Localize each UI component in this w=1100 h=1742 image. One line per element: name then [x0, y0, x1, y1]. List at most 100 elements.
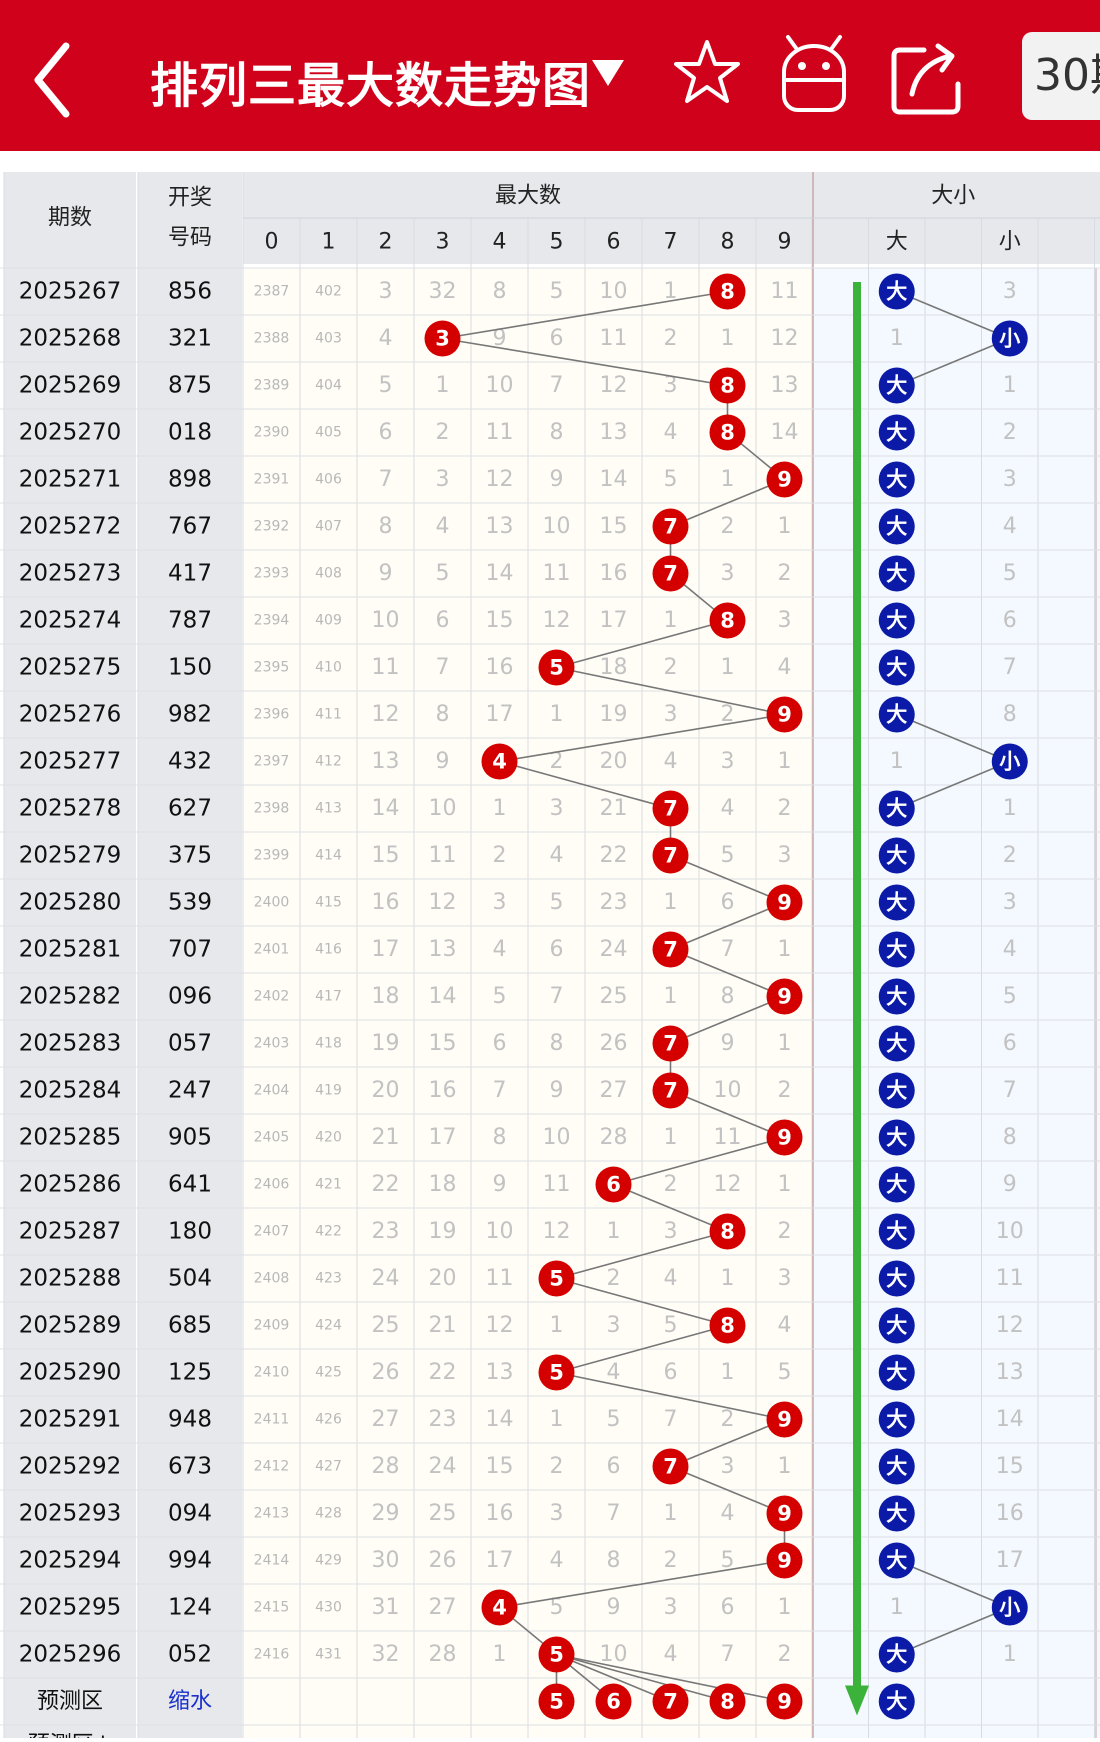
miss-count-cell: 6 — [379, 420, 393, 445]
digit-header-8: 8 — [721, 230, 735, 255]
miss-count-cell: 21 — [600, 796, 628, 821]
max-digit-ball-circle — [652, 555, 689, 592]
issue-column-bg — [4, 172, 136, 1738]
digit-header-5: 5 — [550, 230, 564, 255]
miss-count-cell: 1 — [550, 1313, 564, 1338]
miss-count-cell: 9 — [550, 467, 564, 492]
max-digit-ball: 5 — [549, 1267, 564, 1291]
miss-count-cell: 1 — [493, 1642, 507, 1667]
miss-count-cell: 426 — [315, 1412, 342, 1428]
size-ball-circle — [991, 320, 1028, 357]
miss-count-cell: 3 — [436, 467, 450, 492]
number-cell: 321 — [168, 326, 212, 352]
miss-count-cell: 1 — [721, 467, 735, 492]
period-select-button[interactable]: 30期 — [1022, 32, 1100, 120]
miss-count-cell: 3 — [778, 608, 792, 633]
number-cell: 905 — [168, 1125, 212, 1151]
size-ball-circle — [878, 461, 915, 498]
number-cell: 948 — [168, 1407, 212, 1433]
miss-count-cell: 12 — [771, 326, 799, 351]
size-ball: 大 — [886, 891, 907, 915]
max-digit-ball: 9 — [777, 1549, 792, 1573]
miss-count-cell: 29 — [372, 1501, 400, 1526]
trend-line — [442, 290, 728, 340]
miss-count-cell: 1 — [721, 1360, 735, 1385]
issue-cell: 2025296 — [19, 1642, 121, 1668]
miss-count-cell: 411 — [315, 707, 342, 723]
miss-count-cell: 4 — [550, 843, 564, 868]
miss-count-cell: 10 — [429, 796, 457, 821]
miss-count-cell: 7 — [436, 655, 450, 680]
miss-count-cell: 2400 — [254, 895, 290, 911]
miss-count-cell: 11 — [543, 1172, 571, 1197]
miss-count-cell: 25 — [429, 1501, 457, 1526]
number-cell: 504 — [168, 1266, 212, 1292]
size-ball-circle — [878, 931, 915, 968]
trend-line — [556, 1371, 785, 1421]
size-miss-count-cell: 11 — [996, 1266, 1024, 1291]
miss-count-cell: 418 — [315, 1036, 342, 1052]
page-title[interactable]: 排列三最大数走势图 — [150, 58, 592, 114]
issue-cell: 2025278 — [19, 796, 121, 822]
max-digit-ball-circle — [766, 978, 803, 1015]
miss-count-cell: 5 — [721, 1548, 735, 1573]
max-digit-ball-circle — [709, 1213, 746, 1250]
size-ball-circle — [878, 884, 915, 921]
size-trend-line — [896, 713, 1011, 763]
max-digit-ball-circle — [652, 837, 689, 874]
miss-count-cell: 17 — [600, 608, 628, 633]
shrink-button[interactable]: 缩水 — [168, 1689, 212, 1714]
size-ball-circle — [991, 1589, 1028, 1626]
miss-count-cell: 2 — [778, 1642, 792, 1667]
issue-cell: 2025284 — [19, 1078, 121, 1104]
miss-count-cell: 2394 — [254, 613, 290, 629]
miss-count-cell: 19 — [600, 702, 628, 727]
robot-icon[interactable] — [778, 34, 850, 116]
number-cell: 767 — [168, 514, 212, 540]
number-cell: 685 — [168, 1313, 212, 1339]
share-icon[interactable] — [890, 40, 966, 116]
miss-count-cell: 3 — [721, 1454, 735, 1479]
miss-count-cell: 8 — [550, 420, 564, 445]
size-trend-line — [896, 1606, 1011, 1656]
issue-cell: 2025289 — [19, 1313, 121, 1339]
miss-count-cell: 32 — [372, 1642, 400, 1667]
miss-count-cell: 2 — [721, 702, 735, 727]
miss-count-cell: 14 — [771, 420, 799, 445]
miss-count-cell: 8 — [607, 1548, 621, 1573]
miss-count-cell: 4 — [778, 655, 792, 680]
miss-count-cell: 2405 — [254, 1130, 290, 1146]
number-cell: 856 — [168, 279, 212, 305]
miss-count-cell: 1 — [664, 608, 678, 633]
miss-count-cell: 3 — [664, 1219, 678, 1244]
max-digit-ball-circle — [595, 1166, 632, 1203]
back-icon[interactable] — [30, 40, 80, 120]
miss-count-cell: 3 — [721, 749, 735, 774]
issue-cell: 2025277 — [19, 749, 121, 775]
miss-count-cell: 2391 — [254, 472, 290, 488]
dropdown-triangle-icon[interactable] — [590, 58, 626, 88]
miss-count-cell: 2 — [550, 1454, 564, 1479]
miss-count-cell: 2397 — [254, 754, 290, 770]
miss-count-cell: 2404 — [254, 1083, 290, 1099]
miss-count-cell: 3 — [664, 373, 678, 398]
miss-count-cell: 8 — [721, 984, 735, 1009]
miss-count-cell: 2396 — [254, 707, 290, 723]
miss-count-cell: 6 — [664, 1360, 678, 1385]
miss-count-cell: 7 — [550, 984, 564, 1009]
miss-count-cell: 423 — [315, 1271, 342, 1287]
star-icon[interactable] — [672, 38, 742, 108]
predict-label: 预测区 — [37, 1689, 103, 1714]
miss-count-cell: 28 — [429, 1642, 457, 1667]
max-digit-ball: 9 — [777, 703, 792, 727]
miss-count-cell: 17 — [486, 702, 514, 727]
size-ball: 大 — [886, 1220, 907, 1244]
miss-count-cell: 3 — [664, 702, 678, 727]
trend-line — [670, 1465, 785, 1515]
miss-count-cell: 20 — [600, 749, 628, 774]
miss-count-cell: 2 — [721, 1407, 735, 1432]
miss-count-cell: 2 — [778, 796, 792, 821]
issue-cell: 2025288 — [19, 1266, 121, 1292]
number-cell: 125 — [168, 1360, 212, 1386]
issue-cell: 2025283 — [19, 1031, 121, 1057]
